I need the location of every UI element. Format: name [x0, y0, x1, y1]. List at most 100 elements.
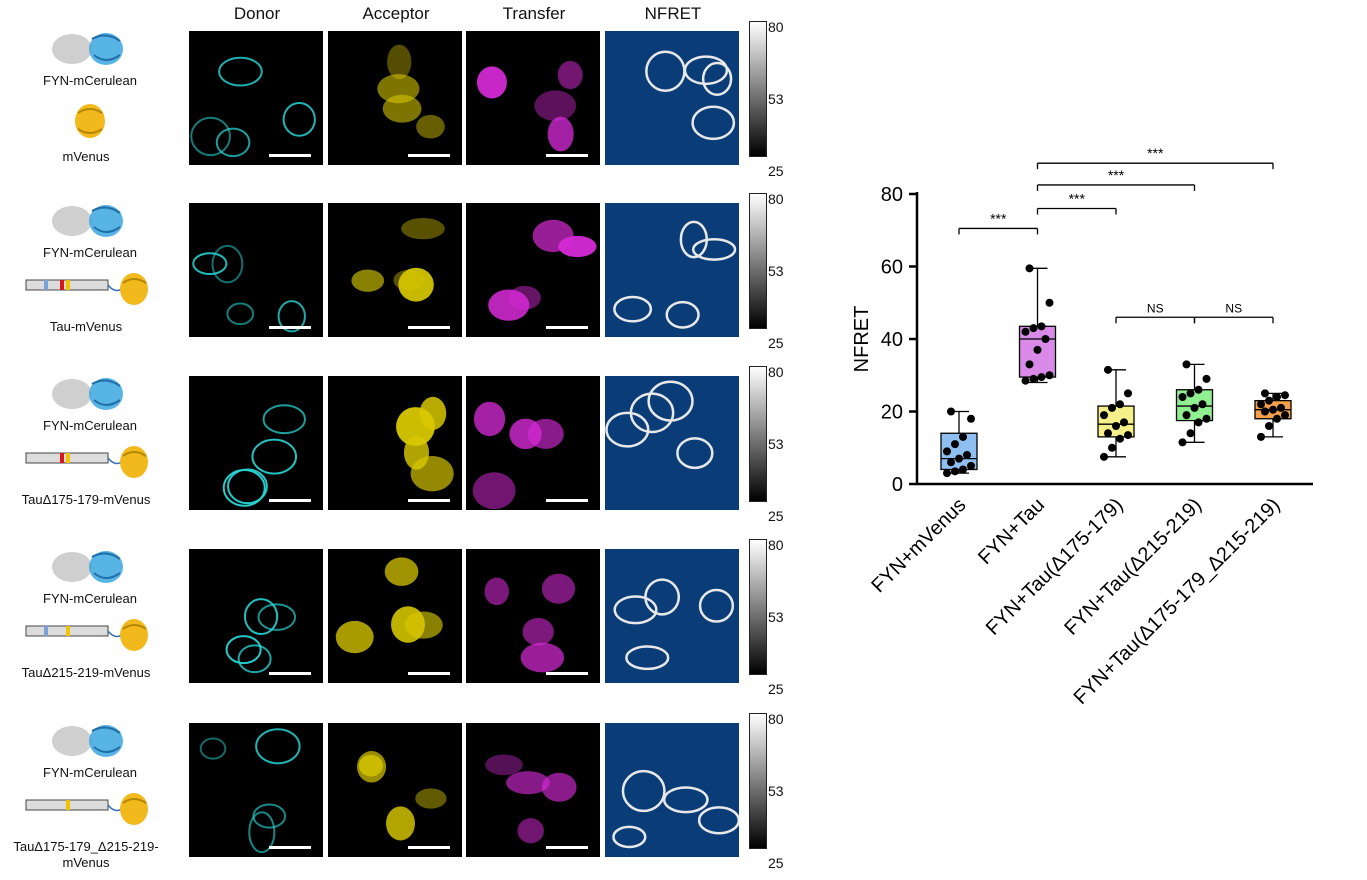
data-point — [1273, 393, 1281, 401]
data-point — [1120, 418, 1128, 427]
y-tick-label: 40 — [881, 329, 903, 351]
data-point — [947, 407, 955, 416]
nfret-colorbar — [749, 713, 767, 849]
colorbar-tick-label: 80 — [768, 364, 784, 380]
micrograph-transfer — [466, 376, 600, 510]
data-point — [951, 467, 959, 476]
tau-mvenus-construct-icon — [24, 446, 154, 491]
data-point — [1265, 396, 1273, 405]
data-point — [943, 447, 951, 456]
column-title-donor: Donor — [233, 4, 281, 23]
scale-bar — [269, 846, 311, 849]
micrograph-nfret — [605, 31, 739, 165]
data-point — [1257, 400, 1265, 409]
fyn-mcerulean-protein-icon — [48, 201, 132, 246]
data-point — [959, 432, 967, 441]
data-point — [1277, 403, 1285, 412]
data-point — [1265, 422, 1273, 430]
y-tick-label: 60 — [881, 257, 903, 279]
data-point — [1186, 429, 1195, 438]
scale-bar — [269, 499, 311, 502]
mvenus-protein-icon — [72, 101, 108, 146]
data-point — [1198, 400, 1207, 409]
scale-bar — [408, 326, 450, 329]
tau-mvenus-construct-icon — [24, 793, 154, 838]
nfret-colorbar — [749, 366, 767, 502]
fyn-mcerulean-protein-icon — [48, 374, 132, 419]
data-point — [1273, 414, 1281, 423]
micrograph-donor — [189, 203, 323, 337]
data-point — [943, 469, 951, 478]
scale-bar — [546, 672, 588, 675]
data-point — [1029, 374, 1038, 383]
x-category-label: FYN+Tau — [974, 494, 1049, 569]
data-point — [1124, 389, 1132, 398]
data-point — [1033, 345, 1042, 354]
micrograph-transfer — [466, 549, 600, 683]
significance-label: NS — [1147, 301, 1164, 315]
nfret-box-plot: 0 20 40 60 80 NFRET FYN+mVenus FYN+TauFYN+Tau(Δ… — [851, 145, 1313, 709]
y-axis-label: NFRET — [851, 306, 873, 373]
data-point — [1178, 438, 1187, 447]
fyn-mcerulean-protein-icon — [48, 547, 132, 592]
data-point — [1025, 264, 1034, 273]
data-point — [947, 458, 955, 467]
scale-bar — [546, 846, 588, 849]
significance-label: *** — [990, 210, 1007, 226]
scale-bar — [546, 326, 588, 329]
micrograph-acceptor — [328, 723, 462, 857]
x-category-label: FYN+mVenus — [867, 494, 970, 597]
row-label-donor-construct: FYN-mCerulean — [43, 418, 137, 433]
scale-bar — [408, 499, 450, 502]
tau-mvenus-construct-icon — [24, 273, 154, 318]
data-point — [967, 461, 975, 470]
data-point — [1194, 385, 1203, 394]
micrograph-donor — [189, 31, 323, 165]
colorbar-tick-label: 25 — [768, 335, 784, 351]
colorbar-tick-label: 53 — [768, 783, 784, 799]
column-title-nfret: NFRET — [644, 4, 702, 23]
column-title-transfer: Transfer — [502, 4, 566, 23]
scale-bar — [408, 846, 450, 849]
scale-bar — [546, 499, 588, 502]
data-point — [1261, 407, 1269, 416]
scale-bar — [269, 672, 311, 675]
row-label-acceptor-construct: TauΔ175-179_Δ215-219- mVenus — [13, 839, 159, 870]
x-category-label: FYN+Tau(Δ175-179) — [982, 494, 1128, 640]
micrograph-donor — [189, 376, 323, 510]
scale-bar — [269, 326, 311, 329]
data-point — [1281, 411, 1289, 420]
data-point — [1116, 434, 1124, 443]
data-point — [1124, 431, 1132, 440]
data-point — [1108, 403, 1116, 412]
colorbar-tick-label: 80 — [768, 191, 784, 207]
y-tick-label: 80 — [881, 184, 903, 206]
column-title-acceptor: Acceptor — [362, 4, 430, 23]
nfret-colorbar — [749, 21, 767, 157]
data-point — [1269, 405, 1277, 414]
data-point — [1112, 422, 1120, 430]
colorbar-tick-label: 53 — [768, 609, 784, 625]
data-point — [951, 440, 959, 449]
data-point — [1029, 324, 1038, 333]
micrograph-donor — [189, 549, 323, 683]
data-point — [1104, 365, 1112, 374]
data-point — [1202, 374, 1211, 383]
data-point — [1100, 452, 1108, 461]
micrograph-acceptor — [328, 203, 462, 337]
data-point — [1116, 400, 1124, 409]
micrograph-nfret — [605, 203, 739, 337]
data-point — [1281, 391, 1289, 400]
row-label-donor-construct: FYN-mCerulean — [43, 591, 137, 606]
data-point — [1182, 411, 1191, 420]
significance-label: *** — [1108, 167, 1125, 183]
micrograph-donor — [189, 723, 323, 857]
y-tick-label: 20 — [881, 402, 903, 424]
scale-bar — [546, 154, 588, 157]
micrograph-transfer — [466, 31, 600, 165]
data-point — [1025, 360, 1034, 369]
data-point — [1202, 414, 1211, 423]
micrograph-nfret — [605, 723, 739, 857]
data-point — [1021, 327, 1030, 336]
micrograph-transfer — [466, 203, 600, 337]
